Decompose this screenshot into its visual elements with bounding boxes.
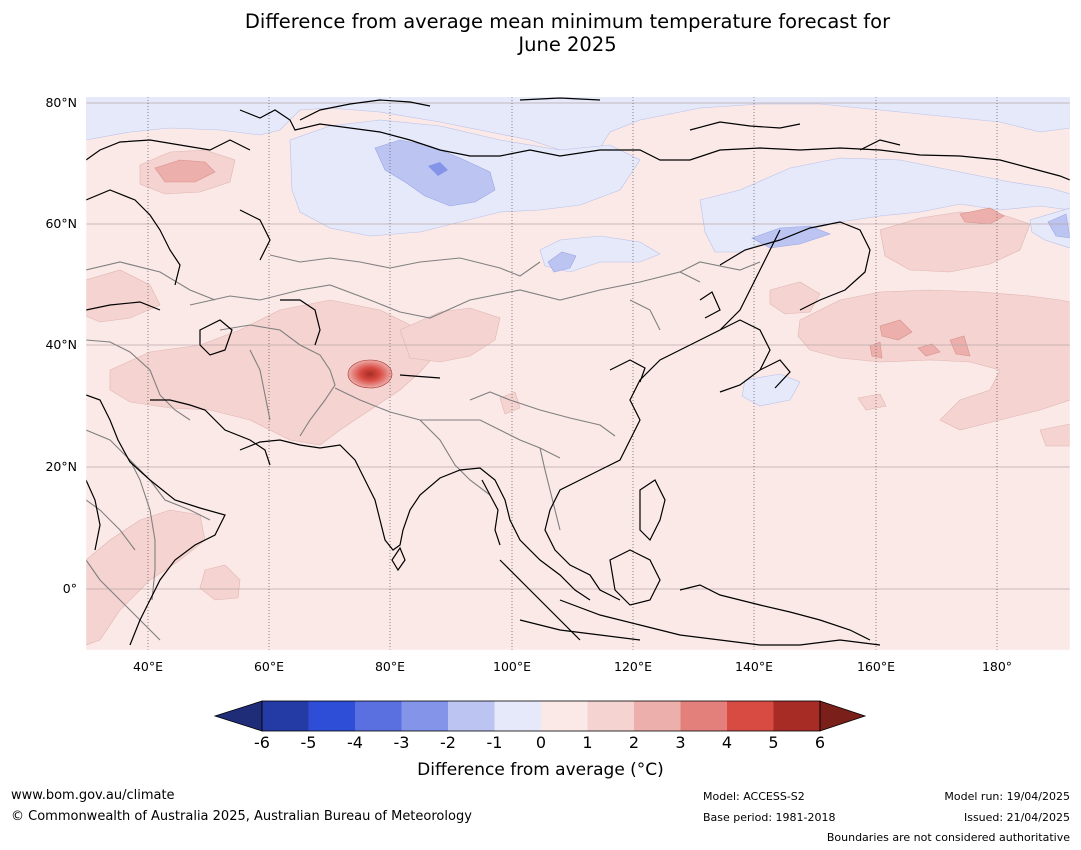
hot-spot-karakoram bbox=[347, 359, 393, 389]
colorbar-label-text: Difference from average (°C) bbox=[417, 760, 664, 780]
lat-label-40n: 40°N bbox=[45, 337, 77, 352]
hot-patch-scandinavia bbox=[154, 159, 216, 183]
lon-label-180: 180° bbox=[981, 659, 1013, 674]
lat-label-20n: 20°N bbox=[45, 459, 77, 474]
colorbar-tick: -1 bbox=[486, 733, 503, 752]
lon-label-140e: 140°E bbox=[734, 659, 774, 674]
colorbar-cell bbox=[262, 701, 309, 731]
cold-patch-mongolia bbox=[547, 251, 577, 273]
colorbar-cell bbox=[448, 701, 495, 731]
colorbar-cell bbox=[587, 701, 635, 731]
title-line-2: June 2025 bbox=[518, 33, 617, 56]
colorbar-tick: 4 bbox=[721, 733, 733, 752]
colorbar-tick: 3 bbox=[675, 733, 686, 752]
lon-label-120e: 120°E bbox=[613, 659, 653, 674]
colorbar-tick: 6 bbox=[814, 733, 826, 752]
colorbar-cell bbox=[680, 701, 728, 731]
lat-label-80n: 80°N bbox=[45, 95, 77, 110]
lon-label-160e: 160°E bbox=[856, 659, 896, 674]
colorbar-tick: -4 bbox=[347, 733, 363, 752]
footer-base-period: Base period: 1981-2018 bbox=[703, 811, 836, 824]
latitude-gridlines bbox=[86, 102, 1070, 590]
colorbar-cell bbox=[634, 701, 681, 731]
map-border bbox=[85, 96, 1071, 651]
colorbar-tick: -5 bbox=[300, 733, 317, 752]
footer-model: Model: ACCESS-S2 bbox=[703, 790, 805, 803]
warm-patch-tibet bbox=[399, 307, 501, 363]
colorbar-tick: 5 bbox=[768, 733, 779, 752]
colorbar-cell bbox=[727, 701, 774, 731]
colorbar-cell bbox=[773, 701, 821, 731]
colorbar bbox=[213, 700, 867, 732]
country-boundaries bbox=[86, 254, 761, 641]
lat-label-0: 0° bbox=[62, 581, 77, 596]
lon-label-100e: 100°E bbox=[492, 659, 532, 674]
lat-label-60n: 60°N bbox=[45, 216, 77, 231]
colorbar-tick: 2 bbox=[628, 733, 640, 752]
warm-patch-pacific-south bbox=[1039, 423, 1070, 447]
footer-website: www.bom.gov.au/climate bbox=[11, 788, 175, 803]
colorbar-tick: 0 bbox=[535, 733, 547, 752]
longitude-gridlines bbox=[147, 97, 998, 650]
colorbar-tick: 1 bbox=[582, 733, 593, 752]
title-line-1: Difference from average mean minimum tem… bbox=[244, 10, 891, 33]
colorbar-cell bbox=[494, 701, 542, 731]
colorbar-over-arrow bbox=[819, 700, 867, 732]
footer-model-run: Model run: 19/04/2025 bbox=[944, 790, 1070, 803]
colorbar-cell bbox=[355, 701, 402, 731]
cool-region-pacific bbox=[741, 373, 801, 407]
hot-patch-pacific-3 bbox=[949, 335, 971, 357]
warm-patch-africa bbox=[86, 509, 206, 646]
colorbar-cell bbox=[401, 701, 449, 731]
cold-patch-far-east bbox=[1047, 213, 1070, 239]
footer-disclaimer: Boundaries are not considered authoritat… bbox=[826, 831, 1070, 844]
chart-title: Difference from average mean minimum tem… bbox=[0, 10, 1081, 56]
warm-patch-arabia bbox=[86, 269, 161, 323]
lon-label-40e: 40°E bbox=[132, 659, 164, 674]
warm-patch-pacific bbox=[797, 289, 1070, 431]
map-field bbox=[86, 97, 1070, 650]
colorbar-outline bbox=[261, 700, 821, 732]
footer-issued: Issued: 21/04/2025 bbox=[963, 811, 1070, 824]
colorbar-under-arrow bbox=[213, 700, 263, 732]
hot-patch-pacific-1 bbox=[879, 319, 913, 341]
colorbar-cell bbox=[541, 701, 588, 731]
warm-patch-indian-ocean bbox=[199, 564, 241, 601]
cold-patch-ural-core bbox=[428, 162, 448, 176]
colorbar-tick: -6 bbox=[254, 733, 270, 752]
colorbar-cell bbox=[308, 701, 356, 731]
lon-label-80e: 80°E bbox=[374, 659, 406, 674]
warm-patch-central-asia bbox=[109, 299, 441, 446]
lon-label-60e: 60°E bbox=[253, 659, 285, 674]
warm-patch-far-east bbox=[879, 211, 1031, 273]
warm-patch-nw-pacific bbox=[857, 393, 887, 411]
colorbar-tick: -2 bbox=[440, 733, 456, 752]
colorbar-tick: -3 bbox=[393, 733, 410, 752]
footer-copyright: © Commonwealth of Australia 2025, Austra… bbox=[11, 809, 472, 824]
coastlines bbox=[86, 97, 1070, 646]
colorbar-label: Difference from average (°C) bbox=[0, 760, 1081, 780]
